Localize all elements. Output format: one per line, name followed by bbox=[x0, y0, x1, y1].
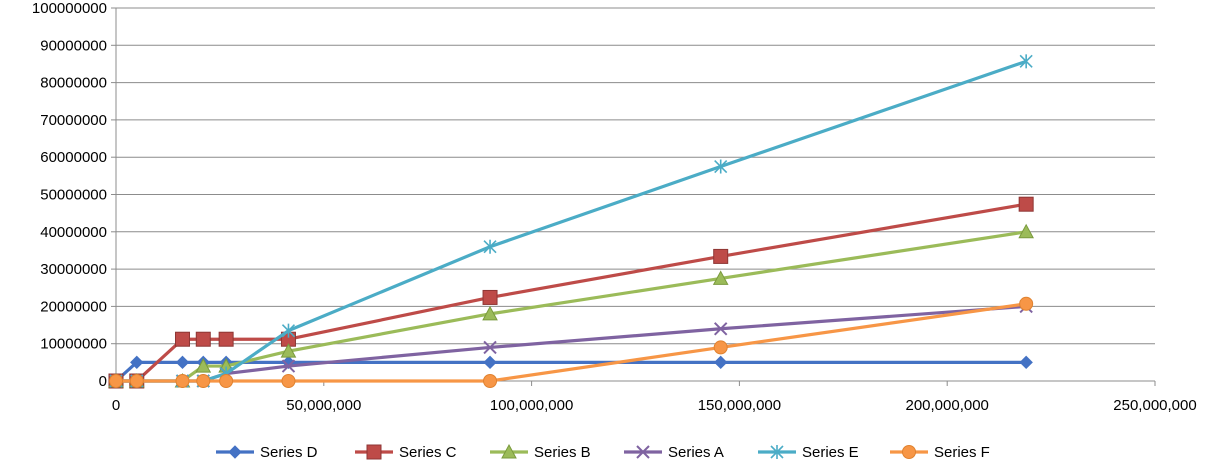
x-tick-label: 150,000,000 bbox=[698, 397, 781, 414]
data-point-series-f bbox=[483, 374, 498, 388]
data-point-series-b bbox=[1018, 223, 1035, 239]
y-tick-label: 0 bbox=[99, 373, 107, 390]
legend-label-series-e: Series E bbox=[802, 444, 859, 460]
data-point-series-d bbox=[130, 355, 144, 370]
data-point-series-b bbox=[712, 270, 729, 285]
x-tick-label: 0 bbox=[112, 397, 120, 414]
legend-marker-series-b bbox=[501, 443, 517, 459]
data-point-series-a bbox=[713, 322, 728, 336]
data-point-series-c bbox=[713, 248, 729, 264]
y-axis-ticks: 0 10000000 20000000 30000000 40000000 5000000… bbox=[32, 0, 116, 390]
data-point-series-d bbox=[175, 355, 190, 370]
series-line-series-e bbox=[116, 59, 1027, 383]
y-tick-label: 100000000 bbox=[32, 0, 107, 17]
data-point-series-e bbox=[714, 159, 728, 174]
data-point-series-f bbox=[281, 374, 296, 388]
legend-entry-series-d: Series D bbox=[216, 444, 318, 460]
x-tick-label: 50,000,000 bbox=[286, 397, 361, 414]
x-axis-ticks: 0 50,000,000 100,000,000 150,000,000 200,000… bbox=[112, 381, 1197, 414]
data-point-series-c bbox=[195, 331, 211, 347]
y-tick-label: 40000000 bbox=[40, 224, 107, 241]
y-tick-label: 50000000 bbox=[40, 187, 107, 204]
data-point-series-f bbox=[129, 374, 144, 388]
data-point-series-d bbox=[483, 355, 497, 370]
data-point-series-c bbox=[174, 331, 190, 347]
data-point-series-f bbox=[219, 374, 234, 388]
data-point-series-a bbox=[281, 359, 296, 373]
data-point-series-f bbox=[1019, 296, 1034, 311]
gridlines bbox=[116, 7, 1155, 345]
series-series-f bbox=[109, 296, 1034, 388]
legend-label-series-f: Series F bbox=[934, 444, 990, 460]
data-point-series-c bbox=[482, 289, 498, 305]
legend-marker-series-e bbox=[770, 445, 784, 459]
legend-marker-series-d bbox=[228, 445, 242, 459]
legend-marker-series-c bbox=[366, 444, 382, 460]
y-tick-label: 60000000 bbox=[40, 149, 107, 166]
data-point-series-b bbox=[195, 358, 212, 373]
legend-entry-series-f: Series F bbox=[890, 444, 990, 460]
y-tick-label: 20000000 bbox=[40, 298, 107, 315]
y-tick-label: 30000000 bbox=[40, 261, 107, 278]
legend: Series D Series C Series B Series A Series E… bbox=[216, 443, 990, 460]
data-point-series-f bbox=[713, 340, 728, 355]
y-tick-label: 10000000 bbox=[40, 336, 107, 353]
x-tick-label: 200,000,000 bbox=[905, 397, 988, 414]
data-point-series-f bbox=[196, 374, 211, 388]
data-point-series-e bbox=[483, 239, 497, 254]
y-tick-label: 70000000 bbox=[40, 112, 107, 129]
legend-marker-series-f bbox=[902, 445, 916, 459]
legend-label-series-b: Series B bbox=[534, 444, 591, 460]
data-point-series-f bbox=[109, 374, 123, 388]
series-layer bbox=[108, 54, 1035, 389]
data-point-series-c bbox=[218, 331, 234, 347]
data-point-series-f bbox=[175, 374, 190, 388]
legend-label-series-a: Series A bbox=[668, 444, 724, 460]
legend-entry-series-e: Series E bbox=[758, 444, 859, 460]
x-tick-label: 250,000,000 bbox=[1113, 397, 1196, 414]
data-point-series-e bbox=[1019, 54, 1033, 69]
data-point-series-c bbox=[1018, 196, 1034, 212]
legend-marker-series-a bbox=[636, 445, 650, 459]
data-point-series-b bbox=[482, 305, 498, 321]
data-point-series-e bbox=[281, 323, 296, 338]
legend-label-series-d: Series D bbox=[260, 444, 318, 460]
legend-entry-series-b: Series B bbox=[490, 443, 591, 460]
data-point-series-d bbox=[1019, 355, 1033, 370]
legend-entry-series-a: Series A bbox=[624, 444, 724, 460]
legend-entry-series-c: Series C bbox=[355, 444, 457, 460]
data-point-series-d bbox=[713, 355, 728, 370]
x-tick-label: 100,000,000 bbox=[490, 397, 573, 414]
y-tick-label: 90000000 bbox=[40, 37, 107, 54]
data-point-series-b bbox=[280, 343, 297, 358]
data-point-series-a bbox=[483, 340, 497, 355]
legend-label-series-c: Series C bbox=[399, 444, 457, 460]
y-tick-label: 80000000 bbox=[40, 75, 107, 92]
